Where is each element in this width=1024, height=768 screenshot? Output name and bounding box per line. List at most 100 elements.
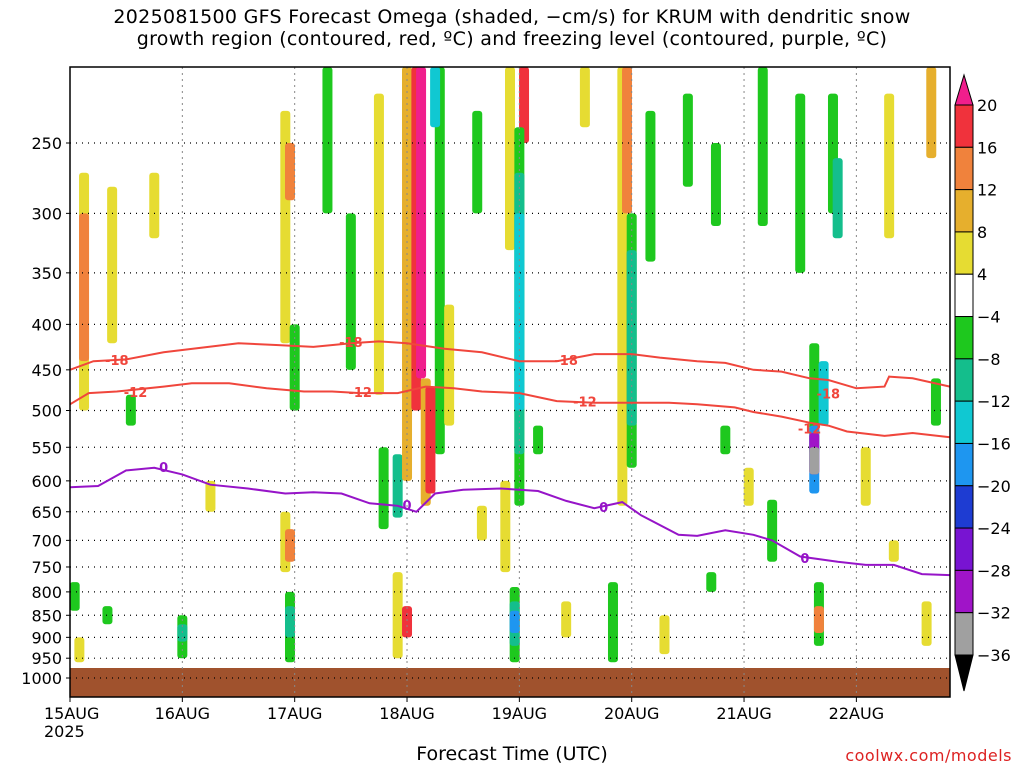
- omega-cell: [472, 110, 483, 214]
- omega-cell: [500, 480, 511, 573]
- x-tick-label: 20AUG: [604, 704, 659, 723]
- omega-cell: [720, 425, 731, 455]
- omega-cell: [402, 67, 413, 481]
- omega-cell: [416, 67, 427, 379]
- contour-label: -12: [348, 386, 372, 401]
- omega-cell: [921, 601, 932, 646]
- x-tick-label: 2025: [44, 722, 85, 741]
- colorbar-swatch: [954, 104, 974, 148]
- omega-cell: [434, 67, 445, 455]
- omega-cell: [860, 447, 871, 506]
- omega-cell: [392, 454, 403, 518]
- omega-cell: [757, 67, 768, 227]
- colorbar-label: −16: [977, 434, 1011, 453]
- plot-area: [69, 67, 950, 697]
- contour-line: [69, 382, 951, 439]
- omega-cell: [682, 93, 693, 187]
- omega-cell: [607, 582, 618, 663]
- axes: 250 300 350 400 450 500 550 600 650 700 750 800 850 9…: [21, 66, 951, 741]
- terrain-band: [70, 668, 950, 697]
- omega-cell: [533, 425, 544, 455]
- x-tick-label: 18AUG: [379, 704, 434, 723]
- omega-cell: [809, 447, 820, 475]
- colorbar-label: −28: [977, 561, 1011, 580]
- colorbar-swatch: [954, 569, 974, 614]
- y-tick-label: 700: [31, 531, 62, 550]
- omega-cell: [205, 480, 216, 512]
- chart-title: 2025081500 GFS Forecast Omega (shaded, −…: [0, 6, 1024, 50]
- contour-label: 0: [402, 499, 411, 514]
- omega-cell: [743, 467, 754, 506]
- omega-cell: [285, 606, 295, 638]
- omega-cell: [795, 93, 806, 273]
- x-tick-label: 15AUG: [44, 704, 99, 723]
- y-tick-label: 950: [31, 649, 62, 668]
- omega-cell: [818, 361, 829, 426]
- omega-cell: [392, 572, 403, 659]
- contour-label: 0: [800, 552, 809, 567]
- colorbar-swatch: [954, 612, 974, 656]
- credit-link[interactable]: coolwx.com/models: [845, 746, 1012, 765]
- colorbar-swatch: [954, 358, 974, 402]
- colorbar-label: 8: [977, 223, 987, 242]
- x-tick-label: 17AUG: [267, 704, 322, 723]
- omega-cell: [710, 143, 721, 227]
- plot-frame: [69, 66, 951, 698]
- omega-cell: [622, 67, 633, 214]
- contour-label: -18: [339, 336, 363, 351]
- omega-cell: [926, 67, 937, 159]
- omega-cell: [832, 158, 843, 239]
- y-tick-label: 500: [31, 402, 62, 421]
- x-tick-label: 21AUG: [716, 704, 771, 723]
- omega-cell: [402, 606, 413, 638]
- omega-cell: [285, 143, 295, 201]
- y-tick-label: 250: [31, 134, 62, 153]
- colorbar-label: 16: [977, 138, 997, 157]
- colorbar: 20 16 12 8 4 −4 −8 −12 −16 −20 −24 −28 −32 −36: [954, 73, 1011, 692]
- colorbar-swatch: [954, 316, 974, 360]
- omega-cell: [579, 67, 590, 128]
- title-line-2: growth region (contoured, red, ºC) and f…: [136, 28, 888, 50]
- y-tick-label: 550: [31, 438, 62, 457]
- colorbar-label: 20: [977, 96, 997, 115]
- colorbar-label: 12: [977, 181, 997, 200]
- omega-cell: [79, 213, 90, 362]
- x-axis-label: Forecast Time (UTC): [416, 743, 608, 765]
- colorbar-swatch: [954, 273, 974, 318]
- omega-cell: [476, 505, 487, 541]
- contour-label: -18: [817, 388, 841, 403]
- omega-cell: [425, 386, 436, 494]
- x-tick-label: 19AUG: [492, 704, 547, 723]
- contour-lines: -18 -18 -18 -18 -12 -12 -12 -12 0 0 0 0: [69, 336, 951, 577]
- x-tick-label: 16AUG: [155, 704, 210, 723]
- y-tick-label: 350: [31, 264, 62, 283]
- omega-cell: [888, 540, 899, 562]
- colorbar-swatch: [954, 189, 974, 233]
- omega-cell: [322, 67, 333, 214]
- omega-cell: [74, 637, 85, 663]
- colorbar-swatch: [954, 146, 974, 191]
- colorbar-swatch: [954, 231, 974, 275]
- omega-cell: [69, 582, 80, 611]
- y-tick-label: 450: [31, 361, 62, 380]
- omega-cell: [930, 378, 941, 426]
- title-line-1: 2025081500 GFS Forecast Omega (shaded, −…: [113, 6, 911, 28]
- colorbar-label: −20: [977, 477, 1011, 496]
- contour-label: -18: [554, 354, 578, 369]
- omega-cell: [767, 499, 778, 562]
- omega-cell: [378, 447, 389, 530]
- colorbar-bottom-arrow: [954, 654, 974, 692]
- contour-label: -18: [105, 354, 129, 369]
- y-tick-label: 400: [31, 315, 62, 334]
- omega-cell: [645, 110, 656, 262]
- omega-cell: [509, 610, 520, 634]
- omega-cell: [285, 529, 295, 562]
- y-tick-label: 600: [31, 472, 62, 491]
- omega-cell: [706, 572, 717, 592]
- colorbar-label: −24: [977, 519, 1011, 538]
- omega-cell: [102, 606, 113, 625]
- contour-label: 0: [599, 501, 608, 516]
- y-tick-label: 900: [31, 628, 62, 647]
- omega-cell: [345, 213, 356, 370]
